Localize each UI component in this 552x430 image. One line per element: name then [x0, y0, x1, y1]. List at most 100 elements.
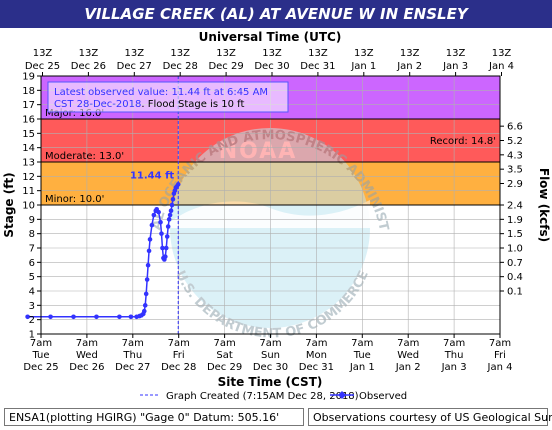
- flow-tick-label: 2.9: [507, 179, 523, 190]
- observed-point: [147, 237, 153, 242]
- observed-point: [128, 314, 134, 320]
- observed-point: [163, 245, 169, 251]
- flow-tick-label: 0.1: [507, 287, 523, 298]
- observed-point: [151, 212, 157, 218]
- site-time-tick-time: 7am: [259, 338, 281, 349]
- observed-point: [142, 303, 148, 308]
- footer-datum: ENSA1(plotting HGIRG) "Gage 0" Datum: 50…: [4, 408, 304, 426]
- utc-tick-date: Dec 25: [25, 61, 60, 72]
- observed-point: [169, 202, 175, 208]
- site-time-tick-date: Dec 28: [161, 362, 196, 373]
- site-time-tick-day: Wed: [76, 350, 98, 361]
- site-time-tick-day: Fri: [494, 350, 506, 361]
- utc-tick-time: 13Z: [125, 48, 145, 59]
- observed-point: [71, 314, 76, 320]
- observed-point: [160, 245, 165, 251]
- flow-tick-label: 1.9: [507, 215, 523, 226]
- observed-point: [145, 262, 151, 268]
- observed-point: [144, 277, 150, 282]
- site-time-tick-day: Tue: [353, 350, 371, 361]
- observed-point: [164, 234, 170, 239]
- observed-point: [168, 208, 174, 214]
- stage-tick-label: 18: [22, 86, 35, 97]
- utc-tick-date: Dec 26: [71, 61, 106, 72]
- utc-tick-date: Dec 29: [208, 61, 243, 72]
- flood-band-label: Moderate: 13.0': [45, 151, 124, 162]
- footer-attribution: Observations courtesy of US Geological S…: [308, 408, 552, 426]
- stage-tick-label: 11: [22, 186, 35, 197]
- site-time-tick-day: Wed: [397, 350, 419, 361]
- info-box-flood-stage: . Flood Stage is 10 ft: [141, 99, 244, 110]
- legend-observed-marker: [338, 391, 346, 399]
- site-time-tick-date: Dec 29: [207, 362, 242, 373]
- utc-time-axis: 13Z Dec 25 13Z Dec 26 13Z Dec 27 13Z Dec 28 13Z D…: [25, 48, 514, 76]
- utc-tick-time: 13Z: [308, 48, 328, 59]
- flood-band-label: Minor: 10.0': [45, 194, 104, 205]
- stage-tick-label: 8: [29, 229, 35, 240]
- utc-tick-time: 13Z: [354, 48, 374, 59]
- flow-tick-label: 4.3: [507, 150, 523, 161]
- stage-tick-label: 3: [29, 301, 35, 312]
- stage-tick-label: 7: [29, 244, 35, 255]
- utc-tick-time: 13Z: [216, 48, 236, 59]
- observed-point: [143, 291, 149, 297]
- utc-tick-time: 13Z: [446, 48, 466, 59]
- site-time-axis-title: Site Time (CST): [218, 375, 323, 389]
- info-box-date: CST 28-Dec-2018: [54, 99, 141, 110]
- observed-point: [94, 314, 99, 320]
- utc-tick-time: 13Z: [33, 48, 53, 59]
- site-time-tick-date: Jan 2: [395, 362, 421, 373]
- stage-tick-label: 14: [22, 143, 35, 154]
- noaa-watermark-logo-text: NOAA: [219, 139, 298, 164]
- site-time-tick-day: Tue: [31, 350, 49, 361]
- utc-tick-date: Jan 2: [396, 61, 422, 72]
- stage-tick-label: 13: [22, 158, 35, 169]
- stage-tick-label: 6: [29, 258, 35, 269]
- site-time-tick-date: Dec 26: [69, 362, 104, 373]
- utc-tick-date: Dec 28: [163, 61, 198, 72]
- utc-tick-date: Dec 27: [117, 61, 152, 72]
- stage-tick-label: 17: [22, 100, 35, 111]
- stage-tick-label: 2: [29, 315, 35, 326]
- observed-point: [165, 224, 171, 229]
- chart-legend: Graph Created (7:15AM Dec 28, 2018) Obse…: [140, 391, 407, 402]
- utc-tick-date: Dec 31: [300, 61, 335, 72]
- site-time-tick-date: Dec 25: [23, 362, 58, 373]
- noaa-watermark-bird: [170, 200, 370, 228]
- noaa-watermark-disc: [170, 128, 370, 328]
- observed-point: [25, 314, 30, 320]
- legend-graph-created-label: Graph Created (7:15AM Dec 28, 2018): [166, 391, 359, 402]
- stage-tick-label: 9: [29, 215, 35, 226]
- site-time-tick-time: 7am: [397, 338, 419, 349]
- site-time-tick-day: Sun: [261, 350, 280, 361]
- utc-tick-time: 13Z: [262, 48, 282, 59]
- observed-point: [117, 314, 122, 320]
- utc-tick-time: 13Z: [492, 48, 512, 59]
- flow-tick-label: 1.0: [507, 244, 523, 255]
- observed-point: [170, 196, 176, 202]
- flood-category-labels: Major: 16.0' Moderate: 13.0' Minor: 10.0' R…: [41, 108, 500, 206]
- latest-observation-box: Latest observed value: 11.44 ft at 6:45 …: [47, 81, 289, 113]
- stage-tick-label: 4: [29, 287, 35, 298]
- site-time-tick-time: 7am: [213, 338, 235, 349]
- stage-tick-label: 12: [22, 172, 35, 183]
- site-time-tick-time: 7am: [443, 338, 465, 349]
- stage-tick-label: 10: [22, 201, 35, 212]
- site-time-tick-day: Thu: [122, 350, 142, 361]
- flow-tick-label: 2.4: [507, 201, 523, 212]
- flow-tick-label: 1.5: [507, 229, 523, 240]
- info-box-line2: CST 28-Dec-2018. Flood Stage is 10 ft: [54, 99, 245, 110]
- site-time-tick-date: Dec 31: [299, 362, 334, 373]
- site-time-tick-time: 7am: [168, 338, 190, 349]
- site-time-tick-day: Sat: [216, 350, 232, 361]
- observed-point: [48, 314, 53, 320]
- site-time-tick-time: 7am: [305, 338, 327, 349]
- observed-point: [158, 219, 163, 225]
- site-time-tick-date: Jan 3: [441, 362, 467, 373]
- observed-point: [159, 231, 164, 236]
- utc-tick-time: 13Z: [400, 48, 420, 59]
- utc-tick-date: Dec 30: [254, 61, 289, 72]
- observed-point: [166, 217, 172, 222]
